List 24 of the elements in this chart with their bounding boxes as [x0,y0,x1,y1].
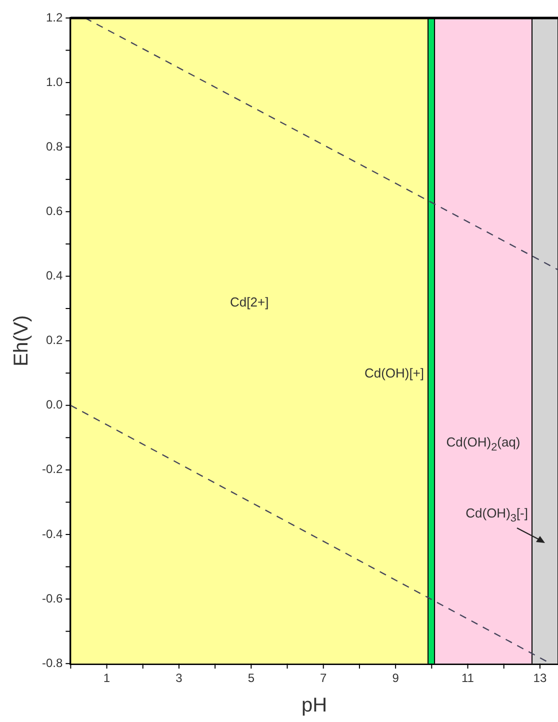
x-tick-label: 11 [462,671,474,686]
x-tick-label: 3 [176,671,183,686]
y-tick-label: -0.4 [42,526,63,541]
x-tick-label: 13 [533,671,547,686]
band-label: Cd(OH)$_{3}$[-] [466,506,528,524]
x-tick-label: 9 [392,671,400,686]
y-tick-label: 1.2 [46,10,63,24]
x-axis-title: pH [302,694,328,717]
band-label: Cd(OH)$_{2}$(aq) [446,434,520,454]
x-tick-label: 5 [248,671,255,686]
y-tick-label: -0.2 [42,462,63,476]
band-label: Cd(OH)[+] [364,366,424,381]
y-tick-label: 0.2 [46,333,63,348]
x-tick-label: 1 [103,671,110,686]
y-axis-title: Eh(V) [10,315,33,366]
y-tick-label: 0.6 [46,204,63,218]
y-tick-label: -0.6 [42,591,63,606]
x-tick-label: 7 [320,671,328,686]
y-tick-label: 0.0 [46,398,63,412]
y-tick-label: 0.4 [46,268,63,283]
band-label: Cd[2+] [230,294,269,310]
y-tick-label: 1.0 [46,74,63,89]
y-tick-label: 0.8 [46,139,63,154]
y-tick-label: -0.8 [42,656,63,670]
